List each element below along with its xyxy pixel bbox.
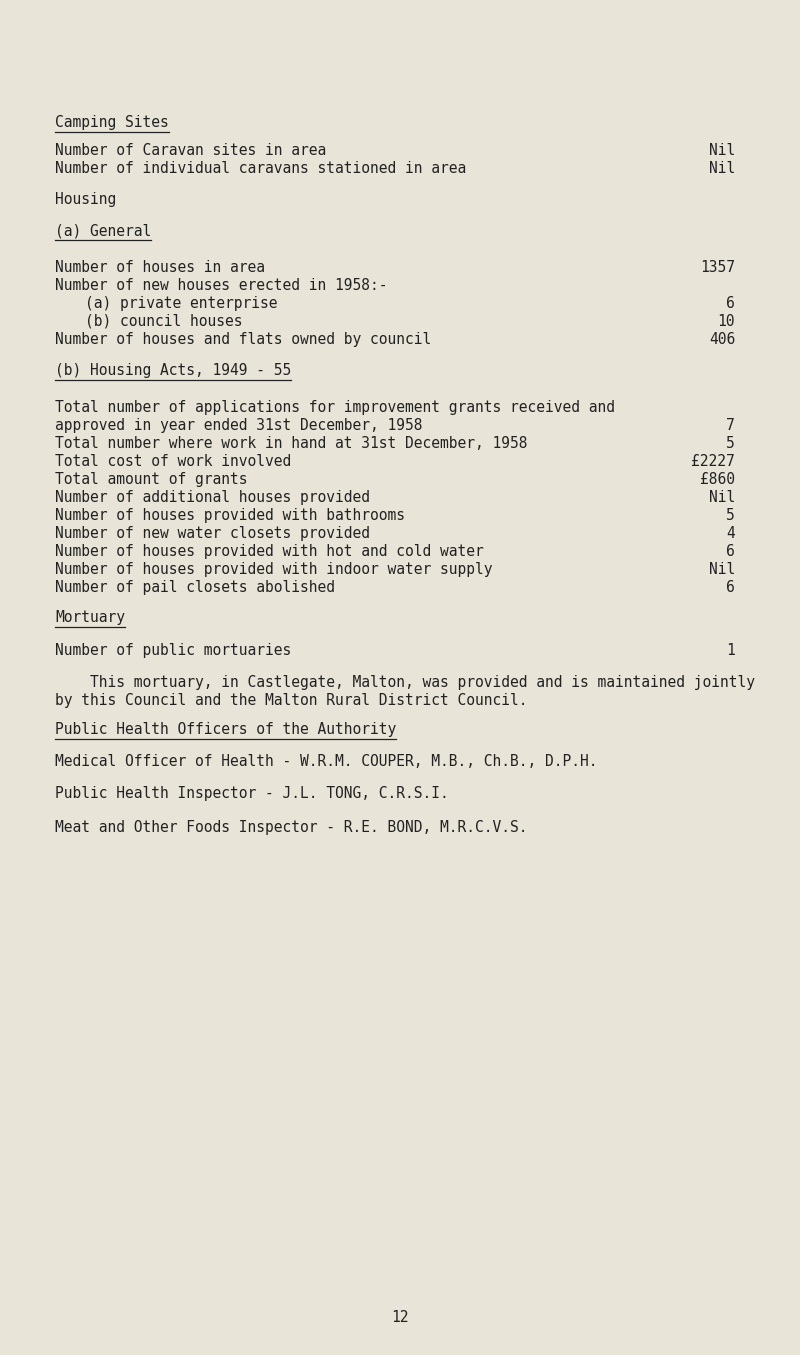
- Text: Mortuary: Mortuary: [55, 610, 125, 625]
- Text: Number of houses provided with hot and cold water: Number of houses provided with hot and c…: [55, 543, 484, 560]
- Text: Total number where work in hand at 31st December, 1958: Total number where work in hand at 31st …: [55, 436, 527, 451]
- Text: £860: £860: [700, 472, 735, 486]
- Text: (b) council houses: (b) council houses: [85, 314, 242, 329]
- Text: by this Council and the Malton Rural District Council.: by this Council and the Malton Rural Dis…: [55, 692, 527, 709]
- Text: 12: 12: [391, 1310, 409, 1325]
- Text: Public Health Inspector - J.L. TONG, C.R.S.I.: Public Health Inspector - J.L. TONG, C.R…: [55, 786, 449, 801]
- Text: 6: 6: [726, 580, 735, 595]
- Text: Camping Sites: Camping Sites: [55, 115, 169, 130]
- Text: Number of houses provided with bathrooms: Number of houses provided with bathrooms: [55, 508, 405, 523]
- Text: 4: 4: [726, 526, 735, 541]
- Text: Nil: Nil: [709, 161, 735, 176]
- Text: 6: 6: [726, 295, 735, 312]
- Text: 1: 1: [726, 644, 735, 659]
- Text: (a) private enterprise: (a) private enterprise: [85, 295, 278, 312]
- Text: approved in year ended 31st December, 1958: approved in year ended 31st December, 19…: [55, 417, 422, 434]
- Text: Number of pail closets abolished: Number of pail closets abolished: [55, 580, 335, 595]
- Text: (b) Housing Acts, 1949 - 55: (b) Housing Acts, 1949 - 55: [55, 363, 291, 378]
- Text: Meat and Other Foods Inspector - R.E. BOND, M.R.C.V.S.: Meat and Other Foods Inspector - R.E. BO…: [55, 820, 527, 835]
- Text: Medical Officer of Health - W.R.M. COUPER, M.B., Ch.B., D.P.H.: Medical Officer of Health - W.R.M. COUPE…: [55, 753, 598, 770]
- Text: Nil: Nil: [709, 144, 735, 159]
- Text: This mortuary, in Castlegate, Malton, was provided and is maintained jointly: This mortuary, in Castlegate, Malton, wa…: [55, 675, 755, 690]
- Text: Total number of applications for improvement grants received and: Total number of applications for improve…: [55, 400, 615, 415]
- Text: Number of houses and flats owned by council: Number of houses and flats owned by coun…: [55, 332, 431, 347]
- Text: £2227: £2227: [691, 454, 735, 469]
- Text: Number of houses in area: Number of houses in area: [55, 260, 265, 275]
- Text: Number of new water closets provided: Number of new water closets provided: [55, 526, 370, 541]
- Text: 5: 5: [726, 436, 735, 451]
- Text: 6: 6: [726, 543, 735, 560]
- Text: Public Health Officers of the Authority: Public Health Officers of the Authority: [55, 722, 396, 737]
- Text: 7: 7: [726, 417, 735, 434]
- Text: (a) General: (a) General: [55, 224, 151, 238]
- Text: Number of Caravan sites in area: Number of Caravan sites in area: [55, 144, 326, 159]
- Text: 5: 5: [726, 508, 735, 523]
- Text: Total cost of work involved: Total cost of work involved: [55, 454, 291, 469]
- Text: Nil: Nil: [709, 491, 735, 505]
- Text: Total amount of grants: Total amount of grants: [55, 472, 247, 486]
- Text: 406: 406: [709, 332, 735, 347]
- Text: Housing: Housing: [55, 192, 116, 207]
- Text: Nil: Nil: [709, 562, 735, 577]
- Text: 10: 10: [718, 314, 735, 329]
- Text: Number of houses provided with indoor water supply: Number of houses provided with indoor wa…: [55, 562, 493, 577]
- Text: Number of additional houses provided: Number of additional houses provided: [55, 491, 370, 505]
- Text: Number of individual caravans stationed in area: Number of individual caravans stationed …: [55, 161, 466, 176]
- Text: 1357: 1357: [700, 260, 735, 275]
- Text: Number of public mortuaries: Number of public mortuaries: [55, 644, 291, 659]
- Text: Number of new houses erected in 1958:-: Number of new houses erected in 1958:-: [55, 278, 387, 293]
